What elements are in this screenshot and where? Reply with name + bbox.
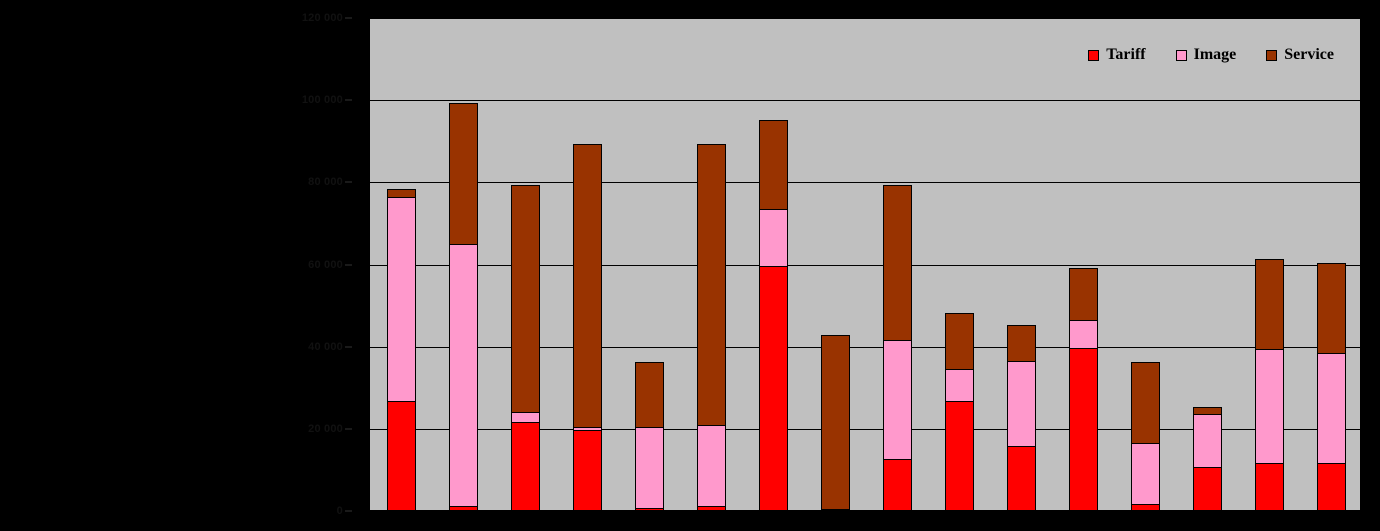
y-tick-label: 20 000 [308,422,343,435]
bar-column[interactable] [697,144,726,510]
bar-column[interactable] [1131,362,1160,510]
bar-segment-tariff[interactable] [883,458,912,510]
bar-segment-tariff[interactable] [573,429,602,510]
legend-label: Image [1193,46,1237,63]
bar-column[interactable] [511,185,540,510]
y-tick-label: 80 000 [308,176,343,189]
gridline [370,428,1360,430]
y-axis: 120 000 100 000 80 000 60 000 40 000 20 000 0 [0,0,369,531]
y-tick-mark [345,510,352,512]
legend-label: Service [1284,46,1334,63]
bar-column[interactable] [1069,267,1098,510]
bar-column[interactable] [945,312,974,510]
bar-column[interactable] [821,335,850,510]
gridline [370,264,1360,266]
bar-segment-service[interactable] [759,119,788,210]
bar-segment-service[interactable] [821,335,850,510]
gridline [370,100,1360,102]
bar-column[interactable] [449,103,478,510]
bar-segment-image[interactable] [1131,443,1160,505]
bar-segment-image[interactable] [759,208,788,267]
y-tick-mark [345,428,352,430]
y-tick-mark [345,181,352,183]
bar-segment-image[interactable] [1007,361,1036,448]
bar-segment-image[interactable] [883,340,912,460]
bar-segment-service[interactable] [1069,267,1098,321]
bar-segment-service[interactable] [883,185,912,342]
bar-segment-service[interactable] [945,312,974,371]
bar-column[interactable] [635,362,664,510]
bar-segment-tariff[interactable] [1317,462,1346,510]
legend-swatch-icon [1175,49,1187,61]
y-tick-mark [345,264,352,265]
bar-segment-tariff[interactable] [387,401,416,510]
bar-segment-tariff[interactable] [635,507,664,510]
gridline [370,346,1360,348]
legend-swatch-icon [1088,49,1100,61]
bar-segment-image[interactable] [1317,352,1346,464]
y-tick-mark [345,346,352,348]
bar-column[interactable] [1193,407,1222,510]
gridline [370,182,1360,184]
y-tick-label: 0 [336,505,343,517]
y-tick-label: 40 000 [308,340,343,353]
bar-segment-service[interactable] [1317,263,1346,354]
bar-segment-image[interactable] [449,243,478,507]
bar-column[interactable] [759,119,788,510]
bar-segment-image[interactable] [1069,319,1098,349]
bar-segment-tariff[interactable] [945,401,974,510]
bar-segment-tariff[interactable] [1131,503,1160,510]
legend-entry-tariff[interactable]: Tariff [1088,46,1146,64]
bar-segment-service[interactable] [1007,325,1036,363]
bar-segment-image[interactable] [635,426,664,509]
bar-segment-tariff[interactable] [1069,347,1098,510]
y-tick-mark [345,99,352,101]
bar-segment-service[interactable] [1131,362,1160,445]
legend-label: Tariff [1106,46,1146,63]
bar-segment-service[interactable] [1255,259,1284,350]
plot-area [369,18,1361,511]
legend-entry-service[interactable]: Service [1266,46,1334,64]
chart-legend: Tariff Image Service [1088,46,1334,64]
bar-column[interactable] [573,144,602,510]
bar-segment-tariff[interactable] [1255,462,1284,510]
bar-column[interactable] [1255,259,1284,510]
y-tick-mark [345,17,352,19]
bar-segment-service[interactable] [449,103,478,245]
bar-segment-tariff[interactable] [759,265,788,510]
bar-column[interactable] [883,185,912,510]
bar-segment-image[interactable] [821,509,850,510]
bar-segment-image[interactable] [1193,414,1222,468]
bar-segment-service[interactable] [573,144,602,428]
bar-segment-image[interactable] [697,424,726,507]
y-tick-label: 120 000 [301,12,343,24]
bar-column[interactable] [1007,325,1036,510]
bar-segment-service[interactable] [511,185,540,414]
bar-segment-image[interactable] [945,369,974,403]
bar-segment-tariff[interactable] [511,421,540,510]
bar-segment-tariff[interactable] [697,505,726,510]
bar-segment-service[interactable] [635,362,664,428]
bar-segment-image[interactable] [1255,348,1284,464]
legend-entry-image[interactable]: Image [1175,46,1237,64]
bar-segment-tariff[interactable] [1007,446,1036,510]
legend-swatch-icon [1266,49,1278,61]
bar-segment-tariff[interactable] [1193,466,1222,510]
bar-segment-service[interactable] [697,144,726,426]
bar-segment-tariff[interactable] [449,505,478,510]
bar-column[interactable] [387,189,416,510]
y-tick-label: 60 000 [308,258,343,271]
bar-column[interactable] [1317,263,1346,510]
y-tick-label: 100 000 [301,94,343,107]
bar-segment-image[interactable] [387,196,416,403]
